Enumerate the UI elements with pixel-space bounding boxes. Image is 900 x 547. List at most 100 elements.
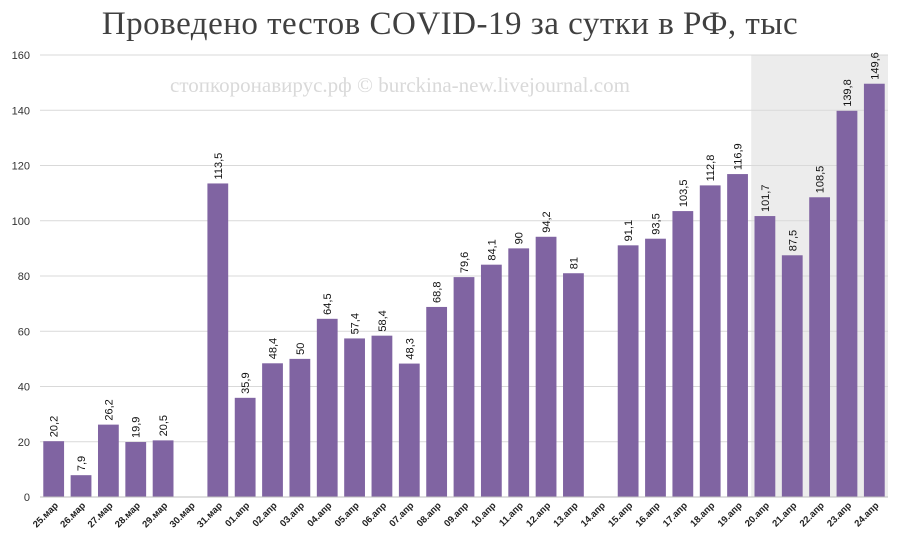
bar (836, 110, 858, 498)
x-tick-label: 12.апр (524, 500, 553, 529)
x-tick-label: 01.апр (223, 500, 252, 529)
x-tick-label: 14.апр (579, 500, 608, 529)
data-label: 19,9 (131, 417, 143, 438)
x-tick-label: 23.апр (825, 500, 854, 529)
data-label: 48,3 (404, 338, 416, 359)
data-label: 20,5 (158, 415, 170, 436)
data-label: 103,5 (678, 180, 690, 208)
bar (727, 174, 748, 497)
data-label: 20,2 (49, 416, 61, 437)
x-tick-label: 09.апр (442, 500, 471, 529)
data-label: 26,2 (103, 399, 115, 420)
data-label: 93,5 (650, 213, 662, 234)
x-tick-label: 20.апр (743, 500, 772, 529)
data-label: 90 (514, 232, 526, 244)
bar (863, 83, 885, 497)
bar (809, 197, 831, 498)
x-tick-label: 22.апр (798, 500, 827, 529)
data-label: 7,9 (76, 456, 88, 471)
data-label: 58,4 (377, 310, 389, 331)
x-tick-label: 18.апр (688, 500, 717, 529)
bar (344, 338, 365, 497)
data-label: 57,4 (350, 313, 362, 334)
bar (316, 318, 338, 497)
bar (508, 248, 530, 497)
y-tick-label: 0 (24, 492, 30, 504)
bar (617, 245, 639, 497)
y-tick-label: 20 (18, 437, 30, 449)
y-tick-label: 100 (12, 216, 30, 228)
x-tick-label: 13.апр (552, 500, 581, 529)
data-label: 84,1 (486, 239, 498, 260)
x-tick-label: 21.апр (770, 500, 799, 529)
bar (289, 358, 311, 497)
x-tick-label: 05.апр (333, 500, 362, 529)
x-tick-label: 27.мар (86, 500, 116, 530)
data-label: 79,6 (459, 252, 471, 273)
bar (152, 440, 174, 497)
bar (754, 216, 776, 497)
y-tick-label: 140 (12, 105, 30, 117)
y-tick-label: 160 (12, 50, 30, 62)
bar (535, 236, 557, 497)
bar (453, 277, 475, 497)
data-label: 101,7 (760, 185, 772, 213)
bar (672, 211, 694, 498)
x-tick-label: 17.апр (661, 500, 690, 529)
data-label: 81 (568, 257, 580, 269)
bar (70, 475, 92, 497)
x-tick-label: 31.мар (195, 500, 225, 530)
x-tick-label: 29.мар (140, 500, 170, 530)
data-label: 108,5 (815, 166, 827, 194)
x-tick-label: 16.апр (634, 500, 663, 529)
bar (645, 238, 666, 498)
data-label: 91,1 (623, 220, 635, 241)
x-tick-label: 06.апр (360, 500, 389, 529)
bar (371, 335, 393, 497)
x-tick-label: 02.апр (251, 500, 280, 529)
x-tick-label: 11.апр (497, 500, 526, 529)
bar (781, 255, 803, 497)
data-label: 113,5 (213, 153, 225, 180)
data-label: 94,2 (541, 211, 553, 232)
x-tick-label: 26.мар (58, 500, 88, 530)
bar (234, 397, 256, 497)
y-tick-label: 80 (18, 271, 30, 283)
bar (426, 306, 448, 497)
x-tick-label: 15.апр (606, 500, 635, 529)
data-label: 116,9 (733, 143, 745, 170)
data-label: 139,8 (842, 79, 854, 107)
data-label: 64,5 (322, 293, 334, 314)
bar (563, 273, 584, 497)
bar (398, 363, 420, 497)
x-tick-label: 24.апр (852, 500, 881, 529)
x-tick-label: 08.апр (415, 500, 444, 529)
data-label: 68,8 (432, 282, 444, 303)
bar (97, 424, 119, 497)
chart-title: Проведено тестов COVID-19 за сутки в РФ,… (101, 6, 799, 42)
bar (480, 264, 502, 497)
bar (207, 183, 229, 498)
x-tick-label: 19.апр (716, 500, 745, 529)
data-label: 149,6 (869, 52, 881, 80)
data-label: 35,9 (240, 372, 252, 393)
bar (699, 185, 721, 497)
bar (43, 441, 65, 497)
x-tick-label: 03.апр (278, 500, 307, 529)
x-tick-label: 30.мар (168, 500, 198, 530)
data-label: 50 (295, 343, 307, 355)
x-tick-label: 25.мар (31, 500, 61, 530)
x-tick-label: 10.апр (469, 500, 498, 529)
y-tick-label: 120 (12, 161, 30, 173)
x-tick-label: 04.апр (305, 500, 334, 529)
data-label: 87,5 (787, 230, 799, 251)
bar (262, 363, 283, 497)
watermark: стопкоронавирус.рф © burckina-new.livejo… (170, 73, 630, 97)
x-tick-label: 28.мар (113, 500, 143, 530)
data-label: 48,4 (268, 338, 280, 359)
y-tick-label: 40 (18, 382, 30, 394)
data-label: 112,8 (705, 155, 717, 182)
bar (125, 442, 147, 497)
x-tick-label: 07.апр (387, 500, 416, 529)
